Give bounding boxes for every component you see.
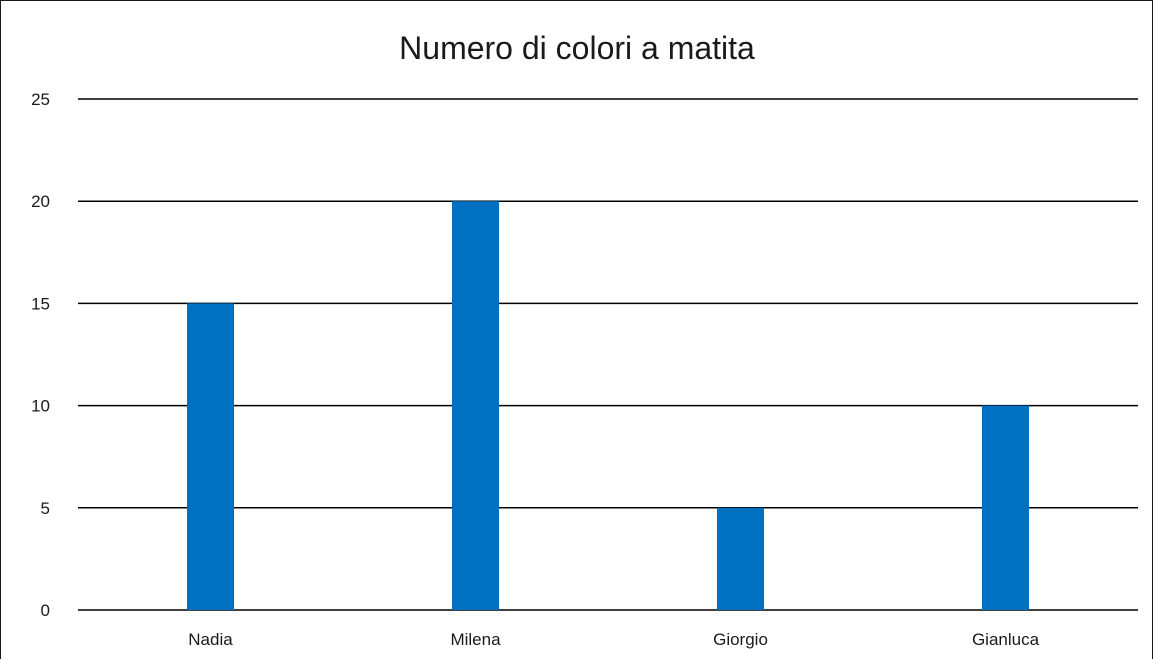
y-tick-label: 10 xyxy=(31,397,50,416)
bar-milena xyxy=(452,201,499,610)
bar-gianluca xyxy=(982,405,1029,610)
y-tick-label: 15 xyxy=(31,294,50,313)
gridlines xyxy=(78,98,1138,611)
chart-title: Numero di colori a matita xyxy=(399,30,755,66)
bars xyxy=(187,201,1029,610)
y-axis-ticks: 0 5 10 15 20 25 xyxy=(31,90,50,620)
y-tick-label: 20 xyxy=(31,192,50,211)
bar-nadia xyxy=(187,303,234,610)
x-tick-label: Milena xyxy=(450,630,501,649)
x-axis-ticks: Nadia Milena Giorgio Gianluca xyxy=(188,630,1039,649)
bar-giorgio xyxy=(717,507,764,610)
x-tick-label: Nadia xyxy=(188,630,233,649)
y-tick-label: 25 xyxy=(31,90,50,109)
y-tick-label: 0 xyxy=(41,601,50,620)
x-tick-label: Giorgio xyxy=(713,630,768,649)
y-tick-label: 5 xyxy=(41,499,50,518)
x-tick-label: Gianluca xyxy=(972,630,1040,649)
